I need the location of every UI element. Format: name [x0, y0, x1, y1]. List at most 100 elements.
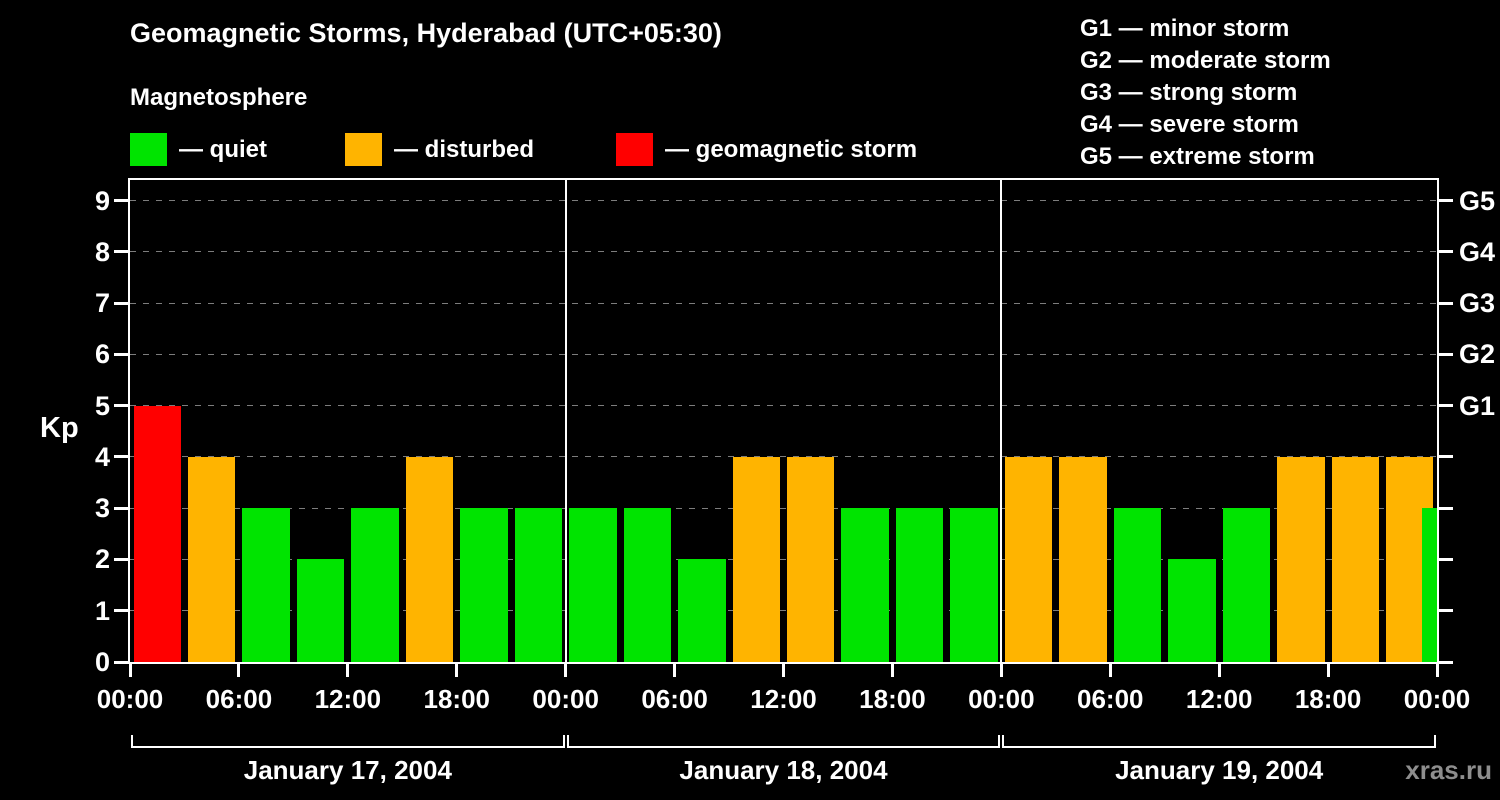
x-tick-label: 00:00: [96, 684, 164, 714]
watermark: xras.ru: [1405, 755, 1492, 785]
x-tick-mark: [782, 664, 785, 677]
x-tick-label: 00:00: [968, 684, 1035, 714]
kp-bar: [1113, 508, 1162, 662]
legend-title: Magnetosphere: [130, 84, 308, 111]
g-scale-legend: G1 — minor storm G2 — moderate storm G3 — …: [1080, 13, 1331, 173]
gridline-kp-8: [130, 251, 1437, 253]
day-bracket: [1002, 735, 1436, 748]
y-axis-label: Kp: [40, 412, 79, 444]
y-tick-mark: [114, 609, 128, 613]
y-tick-mark: [114, 557, 128, 561]
x-tick-mark: [1326, 664, 1330, 677]
storm-color-swatch: [616, 133, 653, 166]
y-tick-label: 2: [94, 544, 110, 575]
x-tick-label: 06:00: [1077, 684, 1144, 714]
kp-bar: [569, 508, 617, 662]
gridline-kp-9: [130, 200, 1437, 201]
y-tick-label: 3: [94, 493, 110, 524]
y-tick-mark: [114, 352, 128, 356]
y-tick-mark: [114, 660, 128, 664]
kp-bar-partial: [1422, 508, 1437, 662]
day-separator: [1000, 180, 1003, 662]
x-tick-label: 12:00: [1185, 684, 1253, 714]
day-date-label: January 17, 2004: [243, 755, 452, 785]
chart-title: Geomagnetic Storms, Hyderabad (UTC+05:30…: [130, 18, 722, 48]
x-tick-mark: [564, 664, 568, 677]
x-tick-mark: [455, 664, 459, 677]
kp-bar: [514, 508, 563, 662]
y-tick-mark-right: [1439, 455, 1453, 459]
x-tick-label: 18:00: [859, 684, 926, 714]
kp-bar: [787, 456, 835, 662]
gridline-kp-2: [130, 558, 1437, 560]
y-tick-mark: [114, 250, 128, 254]
y-tick-label: 4: [94, 441, 110, 472]
x-tick-mark: [237, 664, 241, 677]
x-tick-label: 18:00: [1294, 684, 1362, 714]
x-tick-mark: [673, 664, 677, 677]
gridline-kp-7: [130, 302, 1437, 304]
x-tick-mark: [890, 664, 894, 677]
y-tick-mark-right: [1439, 506, 1453, 510]
y-tick-mark-right: [1439, 250, 1453, 254]
y-tick-mark-right: [1439, 660, 1453, 664]
kp-bar: [296, 559, 345, 662]
gridline-kp-5: [130, 405, 1437, 407]
kp-bar: [405, 456, 454, 662]
plot-area: [128, 178, 1439, 664]
g-scale-line-1: G1 — minor storm: [1080, 15, 1290, 42]
x-tick-label: 06:00: [641, 684, 708, 714]
y-tick-label: 8: [94, 236, 110, 267]
y-tick-mark-right: [1439, 199, 1453, 202]
kp-bar: [187, 456, 236, 662]
y-tick-mark-right: [1439, 352, 1453, 356]
day-date-label: January 18, 2004: [679, 755, 888, 785]
y-tick-mark: [114, 301, 128, 305]
y-tick-mark-right: [1439, 609, 1453, 613]
legend-item-label: — geomagnetic storm: [665, 136, 918, 163]
kp-bar: [242, 508, 290, 662]
g-scale-line-5: G5 — extreme storm: [1080, 143, 1315, 170]
g-level-label-G4: G4: [1459, 236, 1496, 267]
kp-bar: [1059, 456, 1107, 662]
y-tick-label: 9: [94, 185, 110, 216]
y-tick-label: 1: [94, 595, 110, 626]
day-bracket: [566, 735, 1001, 748]
disturbed-color-swatch: [345, 133, 382, 166]
legend-item-label: — disturbed: [394, 136, 535, 163]
g-level-label-G3: G3: [1459, 288, 1496, 319]
legend-item-label: — quiet: [179, 136, 267, 163]
y-tick-mark-right: [1439, 557, 1453, 561]
kp-bar: [351, 508, 399, 662]
kp-bar: [133, 405, 181, 662]
kp-bar: [460, 508, 508, 662]
kp-bar: [1331, 456, 1380, 662]
kp-bar: [1277, 456, 1325, 662]
y-tick-mark: [114, 199, 128, 202]
kp-bar: [950, 508, 998, 662]
x-tick-label: 06:00: [205, 684, 273, 714]
y-tick-mark: [114, 506, 128, 510]
g-level-label-G1: G1: [1459, 390, 1496, 421]
y-tick-label: 7: [94, 288, 110, 319]
kp-bar: [623, 508, 672, 662]
g-scale-line-3: G3 — strong storm: [1080, 79, 1298, 106]
day-bracket: [131, 735, 565, 748]
y-tick-label: 0: [94, 647, 110, 677]
day-date-label: January 19, 2004: [1115, 755, 1324, 785]
g-scale-line-4: G4 — severe storm: [1080, 111, 1299, 138]
kp-bar: [1222, 508, 1271, 662]
x-tick-mark: [1435, 664, 1439, 677]
x-tick-mark: [1217, 664, 1221, 677]
x-tick-mark: [999, 664, 1003, 677]
day-separator: [564, 180, 567, 662]
g-scale-line-2: G2 — moderate storm: [1080, 47, 1331, 74]
kp-bar: [732, 456, 780, 662]
x-tick-mark: [346, 664, 350, 677]
gridline-kp-3: [130, 507, 1437, 509]
y-tick-mark-right: [1439, 404, 1453, 408]
kp-bar: [1004, 456, 1053, 662]
x-tick-label: 18:00: [423, 684, 491, 714]
y-tick-mark: [114, 404, 128, 408]
